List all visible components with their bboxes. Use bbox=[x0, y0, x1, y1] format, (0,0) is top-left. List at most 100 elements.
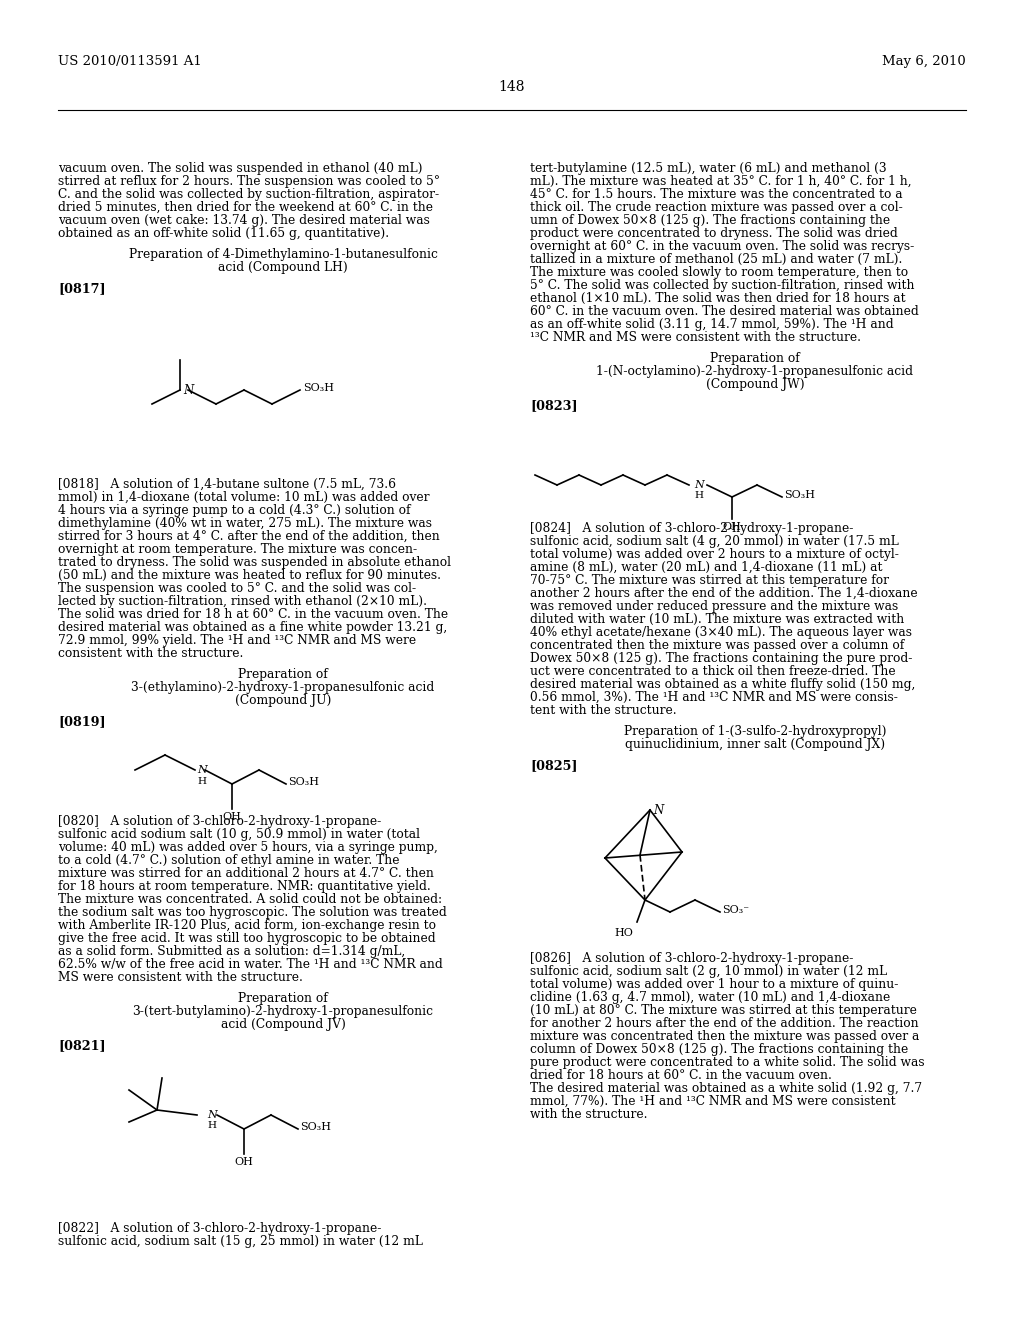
Text: trated to dryness. The solid was suspended in absolute ethanol: trated to dryness. The solid was suspend… bbox=[58, 556, 451, 569]
Text: as an off-white solid (3.11 g, 14.7 mmol, 59%). The ¹H and: as an off-white solid (3.11 g, 14.7 mmol… bbox=[530, 318, 894, 331]
Text: SO₃H: SO₃H bbox=[784, 490, 815, 500]
Text: dried for 18 hours at 60° C. in the vacuum oven.: dried for 18 hours at 60° C. in the vacu… bbox=[530, 1069, 831, 1082]
Text: consistent with the structure.: consistent with the structure. bbox=[58, 647, 244, 660]
Text: [0819]: [0819] bbox=[58, 715, 105, 729]
Text: total volume) was added over 1 hour to a mixture of quinu-: total volume) was added over 1 hour to a… bbox=[530, 978, 898, 991]
Text: C. and the solid was collected by suction-filtration, aspirator-: C. and the solid was collected by suctio… bbox=[58, 187, 439, 201]
Text: stirred at reflux for 2 hours. The suspension was cooled to 5°: stirred at reflux for 2 hours. The suspe… bbox=[58, 176, 440, 187]
Text: for another 2 hours after the end of the addition. The reaction: for another 2 hours after the end of the… bbox=[530, 1016, 919, 1030]
Text: H: H bbox=[207, 1122, 216, 1130]
Text: 0.56 mmol, 3%). The ¹H and ¹³C NMR and MS were consis-: 0.56 mmol, 3%). The ¹H and ¹³C NMR and M… bbox=[530, 690, 898, 704]
Text: [0817]: [0817] bbox=[58, 282, 105, 294]
Text: N: N bbox=[183, 384, 194, 396]
Text: The desired material was obtained as a white solid (1.92 g, 7.7: The desired material was obtained as a w… bbox=[530, 1082, 923, 1096]
Text: amine (8 mL), water (20 mL) and 1,4-dioxane (11 mL) at: amine (8 mL), water (20 mL) and 1,4-diox… bbox=[530, 561, 883, 574]
Text: lected by suction-filtration, rinsed with ethanol (2×10 mL).: lected by suction-filtration, rinsed wit… bbox=[58, 595, 427, 609]
Text: mmol, 77%). The ¹H and ¹³C NMR and MS were consistent: mmol, 77%). The ¹H and ¹³C NMR and MS we… bbox=[530, 1096, 896, 1107]
Text: acid (Compound JV): acid (Compound JV) bbox=[220, 1018, 345, 1031]
Text: the sodium salt was too hygroscopic. The solution was treated: the sodium salt was too hygroscopic. The… bbox=[58, 906, 446, 919]
Text: [0822]   A solution of 3-chloro-2-hydroxy-1-propane-: [0822] A solution of 3-chloro-2-hydroxy-… bbox=[58, 1222, 381, 1236]
Text: tent with the structure.: tent with the structure. bbox=[530, 704, 677, 717]
Text: to a cold (4.7° C.) solution of ethyl amine in water. The: to a cold (4.7° C.) solution of ethyl am… bbox=[58, 854, 399, 867]
Text: 62.5% w/w of the free acid in water. The ¹H and ¹³C NMR and: 62.5% w/w of the free acid in water. The… bbox=[58, 958, 442, 972]
Text: dimethylamine (40% wt in water, 275 mL). The mixture was: dimethylamine (40% wt in water, 275 mL).… bbox=[58, 517, 432, 531]
Text: The suspension was cooled to 5° C. and the solid was col-: The suspension was cooled to 5° C. and t… bbox=[58, 582, 416, 595]
Text: MS were consistent with the structure.: MS were consistent with the structure. bbox=[58, 972, 303, 983]
Text: vacuum oven. The solid was suspended in ethanol (40 mL): vacuum oven. The solid was suspended in … bbox=[58, 162, 423, 176]
Text: OH: OH bbox=[222, 812, 242, 822]
Text: Preparation of: Preparation of bbox=[239, 993, 328, 1005]
Text: (50 mL) and the mixture was heated to reflux for 90 minutes.: (50 mL) and the mixture was heated to re… bbox=[58, 569, 441, 582]
Text: [0824]   A solution of 3-chloro-2-hydroxy-1-propane-: [0824] A solution of 3-chloro-2-hydroxy-… bbox=[530, 521, 853, 535]
Text: as a solid form. Submitted as a solution: d=1.314 g/mL,: as a solid form. Submitted as a solution… bbox=[58, 945, 406, 958]
Text: H: H bbox=[197, 776, 206, 785]
Text: N: N bbox=[207, 1110, 217, 1119]
Text: product were concentrated to dryness. The solid was dried: product were concentrated to dryness. Th… bbox=[530, 227, 898, 240]
Text: total volume) was added over 2 hours to a mixture of octyl-: total volume) was added over 2 hours to … bbox=[530, 548, 899, 561]
Text: (Compound JU): (Compound JU) bbox=[234, 694, 331, 708]
Text: 3-(tert-butylamino)-2-hydroxy-1-propanesulfonic: 3-(tert-butylamino)-2-hydroxy-1-propanes… bbox=[132, 1005, 433, 1018]
Text: Preparation of: Preparation of bbox=[710, 352, 800, 366]
Text: give the free acid. It was still too hygroscopic to be obtained: give the free acid. It was still too hyg… bbox=[58, 932, 435, 945]
Text: mmol) in 1,4-dioxane (total volume: 10 mL) was added over: mmol) in 1,4-dioxane (total volume: 10 m… bbox=[58, 491, 429, 504]
Text: OH: OH bbox=[723, 521, 741, 532]
Text: SO₃⁻: SO₃⁻ bbox=[722, 906, 750, 915]
Text: sulfonic acid, sodium salt (15 g, 25 mmol) in water (12 mL: sulfonic acid, sodium salt (15 g, 25 mmo… bbox=[58, 1236, 423, 1247]
Text: 70-75° C. The mixture was stirred at this temperature for: 70-75° C. The mixture was stirred at thi… bbox=[530, 574, 889, 587]
Text: HO: HO bbox=[614, 928, 633, 939]
Text: [0826]   A solution of 3-chloro-2-hydroxy-1-propane-: [0826] A solution of 3-chloro-2-hydroxy-… bbox=[530, 952, 853, 965]
Text: volume: 40 mL) was added over 5 hours, via a syringe pump,: volume: 40 mL) was added over 5 hours, v… bbox=[58, 841, 438, 854]
Text: obtained as an off-white solid (11.65 g, quantitative).: obtained as an off-white solid (11.65 g,… bbox=[58, 227, 389, 240]
Text: concentrated then the mixture was passed over a column of: concentrated then the mixture was passed… bbox=[530, 639, 904, 652]
Text: US 2010/0113591 A1: US 2010/0113591 A1 bbox=[58, 55, 202, 69]
Text: clidine (1.63 g, 4.7 mmol), water (10 mL) and 1,4-dioxane: clidine (1.63 g, 4.7 mmol), water (10 mL… bbox=[530, 991, 890, 1005]
Text: SO₃H: SO₃H bbox=[303, 383, 334, 393]
Text: May 6, 2010: May 6, 2010 bbox=[883, 55, 966, 69]
Text: tert-butylamine (12.5 mL), water (6 mL) and methanol (3: tert-butylamine (12.5 mL), water (6 mL) … bbox=[530, 162, 887, 176]
Text: uct were concentrated to a thick oil then freeze-dried. The: uct were concentrated to a thick oil the… bbox=[530, 665, 896, 678]
Text: [0821]: [0821] bbox=[58, 1039, 105, 1052]
Text: ethanol (1×10 mL). The solid was then dried for 18 hours at: ethanol (1×10 mL). The solid was then dr… bbox=[530, 292, 905, 305]
Text: (Compound JW): (Compound JW) bbox=[706, 378, 804, 391]
Text: stirred for 3 hours at 4° C. after the end of the addition, then: stirred for 3 hours at 4° C. after the e… bbox=[58, 531, 439, 543]
Text: mixture was concentrated then the mixture was passed over a: mixture was concentrated then the mixtur… bbox=[530, 1030, 920, 1043]
Text: desired material was obtained as a white fluffy solid (150 mg,: desired material was obtained as a white… bbox=[530, 678, 915, 690]
Text: ¹³C NMR and MS were consistent with the structure.: ¹³C NMR and MS were consistent with the … bbox=[530, 331, 861, 345]
Text: 5° C. The solid was collected by suction-filtration, rinsed with: 5° C. The solid was collected by suction… bbox=[530, 279, 914, 292]
Text: sulfonic acid, sodium salt (2 g, 10 mmol) in water (12 mL: sulfonic acid, sodium salt (2 g, 10 mmol… bbox=[530, 965, 887, 978]
Text: The solid was dried for 18 h at 60° C. in the vacuum oven. The: The solid was dried for 18 h at 60° C. i… bbox=[58, 609, 449, 620]
Text: SO₃H: SO₃H bbox=[300, 1122, 331, 1133]
Text: sulfonic acid sodium salt (10 g, 50.9 mmol) in water (total: sulfonic acid sodium salt (10 g, 50.9 mm… bbox=[58, 828, 420, 841]
Text: Preparation of 1-(3-sulfo-2-hydroxypropyl): Preparation of 1-(3-sulfo-2-hydroxypropy… bbox=[624, 725, 886, 738]
Text: 72.9 mmol, 99% yield. The ¹H and ¹³C NMR and MS were: 72.9 mmol, 99% yield. The ¹H and ¹³C NMR… bbox=[58, 634, 416, 647]
Text: N: N bbox=[653, 804, 664, 817]
Text: with Amberlite IR-120 Plus, acid form, ion-exchange resin to: with Amberlite IR-120 Plus, acid form, i… bbox=[58, 919, 436, 932]
Text: quinuclidinium, inner salt (Compound JX): quinuclidinium, inner salt (Compound JX) bbox=[625, 738, 885, 751]
Text: SO₃H: SO₃H bbox=[288, 777, 319, 787]
Text: [0825]: [0825] bbox=[530, 759, 578, 772]
Text: vacuum oven (wet cake: 13.74 g). The desired material was: vacuum oven (wet cake: 13.74 g). The des… bbox=[58, 214, 430, 227]
Text: [0820]   A solution of 3-chloro-2-hydroxy-1-propane-: [0820] A solution of 3-chloro-2-hydroxy-… bbox=[58, 814, 381, 828]
Text: sulfonic acid, sodium salt (4 g, 20 mmol) in water (17.5 mL: sulfonic acid, sodium salt (4 g, 20 mmol… bbox=[530, 535, 899, 548]
Text: Preparation of: Preparation of bbox=[239, 668, 328, 681]
Text: overnight at room temperature. The mixture was concen-: overnight at room temperature. The mixtu… bbox=[58, 543, 417, 556]
Text: 40% ethyl acetate/hexane (3×40 mL). The aqueous layer was: 40% ethyl acetate/hexane (3×40 mL). The … bbox=[530, 626, 912, 639]
Text: H: H bbox=[694, 491, 703, 500]
Text: mixture was stirred for an additional 2 hours at 4.7° C. then: mixture was stirred for an additional 2 … bbox=[58, 867, 434, 880]
Text: acid (Compound LH): acid (Compound LH) bbox=[218, 261, 348, 275]
Text: Preparation of 4-Dimethylamino-1-butanesulfonic: Preparation of 4-Dimethylamino-1-butanes… bbox=[129, 248, 437, 261]
Text: desired material was obtained as a fine white powder 13.21 g,: desired material was obtained as a fine … bbox=[58, 620, 447, 634]
Text: The mixture was concentrated. A solid could not be obtained:: The mixture was concentrated. A solid co… bbox=[58, 894, 442, 906]
Text: Dowex 50×8 (125 g). The fractions containing the pure prod-: Dowex 50×8 (125 g). The fractions contai… bbox=[530, 652, 912, 665]
Text: for 18 hours at room temperature. NMR: quantitative yield.: for 18 hours at room temperature. NMR: q… bbox=[58, 880, 431, 894]
Text: (10 mL) at 80° C. The mixture was stirred at this temperature: (10 mL) at 80° C. The mixture was stirre… bbox=[530, 1005, 916, 1016]
Text: diluted with water (10 mL). The mixture was extracted with: diluted with water (10 mL). The mixture … bbox=[530, 612, 904, 626]
Text: another 2 hours after the end of the addition. The 1,4-dioxane: another 2 hours after the end of the add… bbox=[530, 587, 918, 601]
Text: 45° C. for 1.5 hours. The mixture was the concentrated to a: 45° C. for 1.5 hours. The mixture was th… bbox=[530, 187, 902, 201]
Text: 60° C. in the vacuum oven. The desired material was obtained: 60° C. in the vacuum oven. The desired m… bbox=[530, 305, 919, 318]
Text: column of Dowex 50×8 (125 g). The fractions containing the: column of Dowex 50×8 (125 g). The fracti… bbox=[530, 1043, 908, 1056]
Text: 3-(ethylamino)-2-hydroxy-1-propanesulfonic acid: 3-(ethylamino)-2-hydroxy-1-propanesulfon… bbox=[131, 681, 434, 694]
Text: with the structure.: with the structure. bbox=[530, 1107, 647, 1121]
Text: tallized in a mixture of methanol (25 mL) and water (7 mL).: tallized in a mixture of methanol (25 mL… bbox=[530, 253, 902, 267]
Text: pure product were concentrated to a white solid. The solid was: pure product were concentrated to a whit… bbox=[530, 1056, 925, 1069]
